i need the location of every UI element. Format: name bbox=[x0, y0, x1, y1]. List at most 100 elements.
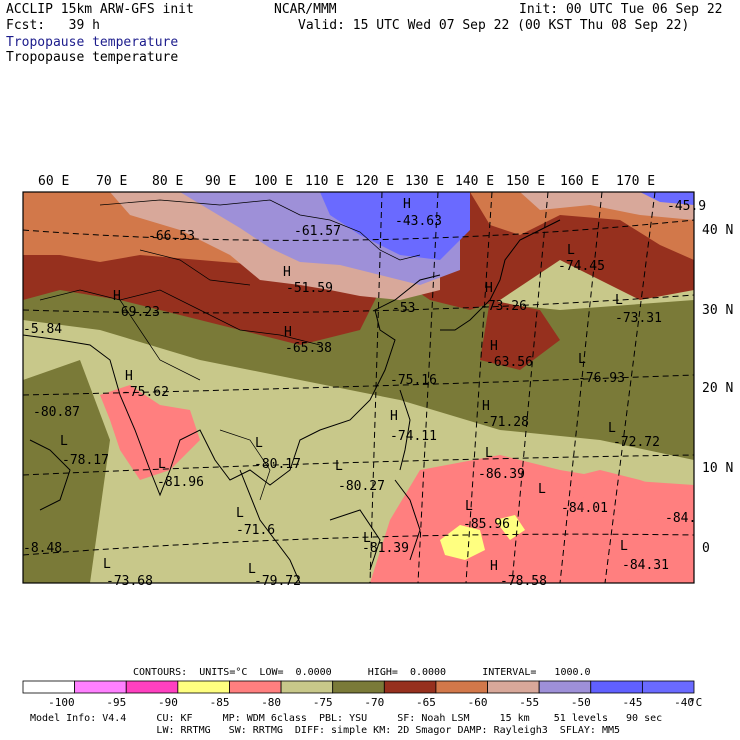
colorbar: -100 -95 -90 -85 -80 -75 -70 -65 -60 -55 -50 -45 -40… bbox=[22, 680, 702, 709]
field-title: Tropopause temperature bbox=[6, 50, 179, 65]
longitude-label: 130 E bbox=[405, 174, 444, 189]
center-letter: H bbox=[390, 409, 398, 424]
center-value: -71.6 bbox=[236, 523, 275, 538]
colorbar-label: -85 bbox=[210, 696, 230, 709]
pressure-centers: H-43.63-45.9-66.53 -61.57L-74.45H-51.59H-… bbox=[23, 197, 706, 589]
center-value: -76.93 bbox=[578, 371, 625, 386]
latitude-label: 0 bbox=[702, 541, 710, 556]
colorbar-label: -40 bbox=[674, 696, 694, 709]
center-value: -78.17 bbox=[62, 453, 109, 468]
center-letter: H bbox=[485, 281, 493, 296]
center-value: -5.84 bbox=[23, 322, 62, 337]
center-value: -61.57 bbox=[294, 224, 341, 239]
colorbar-unit: °C bbox=[689, 696, 702, 709]
center-name: NCAR/MMM bbox=[274, 2, 337, 17]
center-value: -71.28 bbox=[482, 415, 529, 430]
longitude-label: 90 E bbox=[205, 174, 236, 189]
colorbar-swatch bbox=[435, 680, 488, 694]
center-letter: L bbox=[578, 352, 586, 367]
center-letter: L bbox=[158, 457, 166, 472]
forecast-hour: Fcst: 39 h bbox=[6, 18, 100, 33]
center-letter: H bbox=[490, 559, 498, 574]
latitude-label: 20 N bbox=[702, 381, 733, 396]
center-value: -80.17 bbox=[254, 457, 301, 472]
center-letter: H bbox=[403, 197, 411, 212]
field-title-blue: Tropopause temperature bbox=[6, 35, 179, 50]
center-value: -65.38 bbox=[285, 341, 332, 356]
center-letter: L bbox=[608, 421, 616, 436]
center-value: -80.27 bbox=[338, 479, 385, 494]
colorbar-label: -100 bbox=[48, 696, 75, 709]
graticule bbox=[22, 191, 695, 584]
center-value: -69.23 bbox=[113, 305, 160, 320]
longitude-label: 70 E bbox=[96, 174, 127, 189]
center-letter: L bbox=[538, 482, 546, 497]
center-letter: L bbox=[255, 436, 263, 451]
center-value: -72.72 bbox=[613, 435, 660, 450]
center-value: -80.87 bbox=[33, 405, 80, 420]
longitude-label: 140 E bbox=[455, 174, 494, 189]
center-letter: L bbox=[485, 446, 493, 461]
center-value: -63.56 bbox=[486, 355, 533, 370]
center-value: -73.68 bbox=[106, 574, 153, 589]
colorbar-label: -45 bbox=[623, 696, 643, 709]
latitude-labels: 40 N 30 N 20 N 10 N 0 bbox=[702, 223, 733, 556]
center-letter: L bbox=[567, 243, 575, 258]
colorbar-swatch bbox=[538, 680, 592, 694]
latitude-label: 40 N bbox=[702, 223, 733, 238]
contours-info: CONTOURS: UNITS=°C LOW= 0.0000 HIGH= 0.0… bbox=[133, 667, 591, 678]
colorbar-label: -60 bbox=[468, 696, 488, 709]
colorbar-swatch bbox=[332, 680, 385, 694]
colorbar-swatch bbox=[383, 680, 437, 694]
latitude-label: 10 N bbox=[702, 461, 733, 476]
colorbar-swatch bbox=[177, 680, 230, 694]
center-value: -74.11 bbox=[390, 429, 437, 444]
center-value: -86.39 bbox=[478, 467, 525, 482]
center-value: -85.96 bbox=[463, 517, 510, 532]
center-value: -73.26 bbox=[480, 299, 527, 314]
center-value: -84.31 bbox=[622, 558, 669, 573]
center-letter: H bbox=[113, 289, 121, 304]
latitude-label: 30 N bbox=[702, 303, 733, 318]
model-info-line1: Model Info: V4.4 CU: KF MP: WDM 6class P… bbox=[30, 713, 663, 724]
model-info-line2: LW: RRTMG SW: RRTMG DIFF: simple KM: 2D … bbox=[30, 725, 621, 736]
longitude-label: 100 E bbox=[254, 174, 293, 189]
colorbar-label: -50 bbox=[571, 696, 591, 709]
colorbar-label: -70 bbox=[364, 696, 384, 709]
longitude-label: 120 E bbox=[355, 174, 394, 189]
center-value: -78.58 bbox=[500, 574, 547, 589]
colorbar-swatch bbox=[280, 680, 334, 694]
model-title: ACCLIP 15km ARW-GFS init bbox=[6, 2, 194, 17]
longitude-label: 160 E bbox=[560, 174, 599, 189]
longitude-label: 110 E bbox=[305, 174, 344, 189]
coastlines bbox=[22, 219, 561, 584]
init-time: Init: 00 UTC Tue 06 Sep 22 bbox=[519, 2, 723, 17]
center-value: -51.59 bbox=[286, 281, 333, 296]
center-value: -84.01 bbox=[561, 501, 608, 516]
colorbar-swatch bbox=[229, 680, 282, 694]
colorbar-label: -55 bbox=[519, 696, 539, 709]
longitude-labels: 60 E 70 E 80 E 90 E 100 E 110 E 120 E 130 E 140 … bbox=[38, 174, 655, 189]
colorbar-swatch bbox=[22, 680, 76, 694]
longitude-label: 80 E bbox=[152, 174, 183, 189]
center-letter: H bbox=[125, 369, 133, 384]
colorbar-swatch bbox=[74, 680, 127, 694]
colorbar-swatch bbox=[641, 680, 695, 694]
colorbar-swatch bbox=[487, 680, 540, 694]
valid-time: Valid: 15 UTC Wed 07 Sep 22 (00 KST Thu … bbox=[298, 18, 690, 33]
center-letter: H bbox=[284, 325, 292, 340]
colorbar-label: -75 bbox=[313, 696, 333, 709]
center-value: -43.63 bbox=[395, 214, 442, 229]
center-letter: L bbox=[363, 531, 371, 546]
center-letter: L bbox=[60, 434, 68, 449]
colorbar-label: -95 bbox=[106, 696, 126, 709]
colorbar-swatch bbox=[125, 680, 179, 694]
center-letter: L bbox=[620, 539, 628, 554]
center-letter: H bbox=[283, 265, 291, 280]
center-value: -73.31 bbox=[615, 311, 662, 326]
map-frame bbox=[22, 191, 695, 584]
center-value: -66.53 bbox=[148, 229, 195, 244]
center-value: -8.48 bbox=[23, 541, 62, 556]
longitude-label: 60 E bbox=[38, 174, 69, 189]
